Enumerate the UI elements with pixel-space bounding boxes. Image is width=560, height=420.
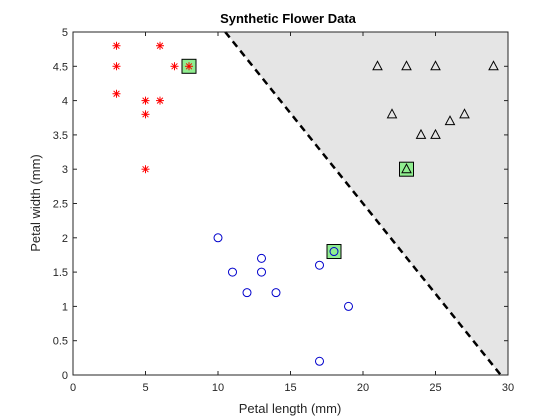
chart-title: Synthetic Flower Data <box>220 11 357 26</box>
data-point <box>401 60 412 71</box>
x-tick-label: 5 <box>142 382 148 394</box>
y-axis-label: Petal width (mm) <box>28 154 43 252</box>
data-point <box>257 253 266 263</box>
y-tick-label: 4.5 <box>53 61 68 73</box>
data-point <box>112 62 121 71</box>
decision-boundary-line <box>224 31 502 376</box>
data-points-layer <box>112 41 499 366</box>
data-point <box>415 128 427 139</box>
shaded-region-layer <box>225 32 508 375</box>
y-tick-label: 0 <box>62 370 68 382</box>
data-point <box>213 233 223 243</box>
y-tick-label: 2.5 <box>53 199 68 211</box>
data-point <box>430 60 441 71</box>
x-tick-label: 0 <box>70 382 76 394</box>
y-tick-label: 0.5 <box>53 336 68 348</box>
data-point <box>344 301 353 311</box>
data-point <box>141 165 150 174</box>
shaded-region <box>225 32 508 375</box>
data-point <box>488 60 499 71</box>
data-point <box>315 356 324 366</box>
data-point <box>112 89 121 98</box>
data-point <box>444 115 456 126</box>
x-tick-label: 15 <box>284 382 296 394</box>
data-point <box>228 267 237 277</box>
data-point <box>401 163 412 174</box>
data-point <box>315 260 324 270</box>
data-point <box>257 267 266 277</box>
data-point <box>185 62 193 71</box>
data-point <box>372 60 383 71</box>
y-tick-label: 4 <box>62 96 68 108</box>
x-tick-label: 25 <box>429 382 441 394</box>
highlight-box <box>326 244 342 260</box>
data-point <box>156 96 164 105</box>
x-axis-label: Petal length (mm) <box>239 401 342 416</box>
x-tick-label: 20 <box>357 382 369 394</box>
data-point <box>141 96 150 105</box>
x-tick-label: 30 <box>502 382 514 394</box>
y-tick-label: 3.5 <box>53 130 68 142</box>
y-tick-label: 2 <box>62 233 68 245</box>
data-point <box>156 41 164 50</box>
y-tick-label: 3 <box>62 164 68 176</box>
data-point <box>386 108 398 119</box>
data-point <box>459 108 470 119</box>
y-tick-label: 5 <box>62 27 68 39</box>
axis-ticks-layer: 0 5 10 15 20 25 30 0 0.5 1 1.5 2 2.5 3 3.5 4 4.5 5 <box>53 27 514 394</box>
data-point <box>329 247 339 257</box>
data-point <box>430 128 441 139</box>
boundary-layer <box>224 31 502 376</box>
y-tick-label: 1.5 <box>53 267 68 279</box>
data-point <box>112 41 121 50</box>
data-point <box>271 288 281 298</box>
y-tick-label: 1 <box>62 301 68 313</box>
data-point <box>242 288 252 298</box>
data-point <box>170 62 179 71</box>
data-point <box>141 110 150 119</box>
x-tick-label: 10 <box>212 382 224 394</box>
